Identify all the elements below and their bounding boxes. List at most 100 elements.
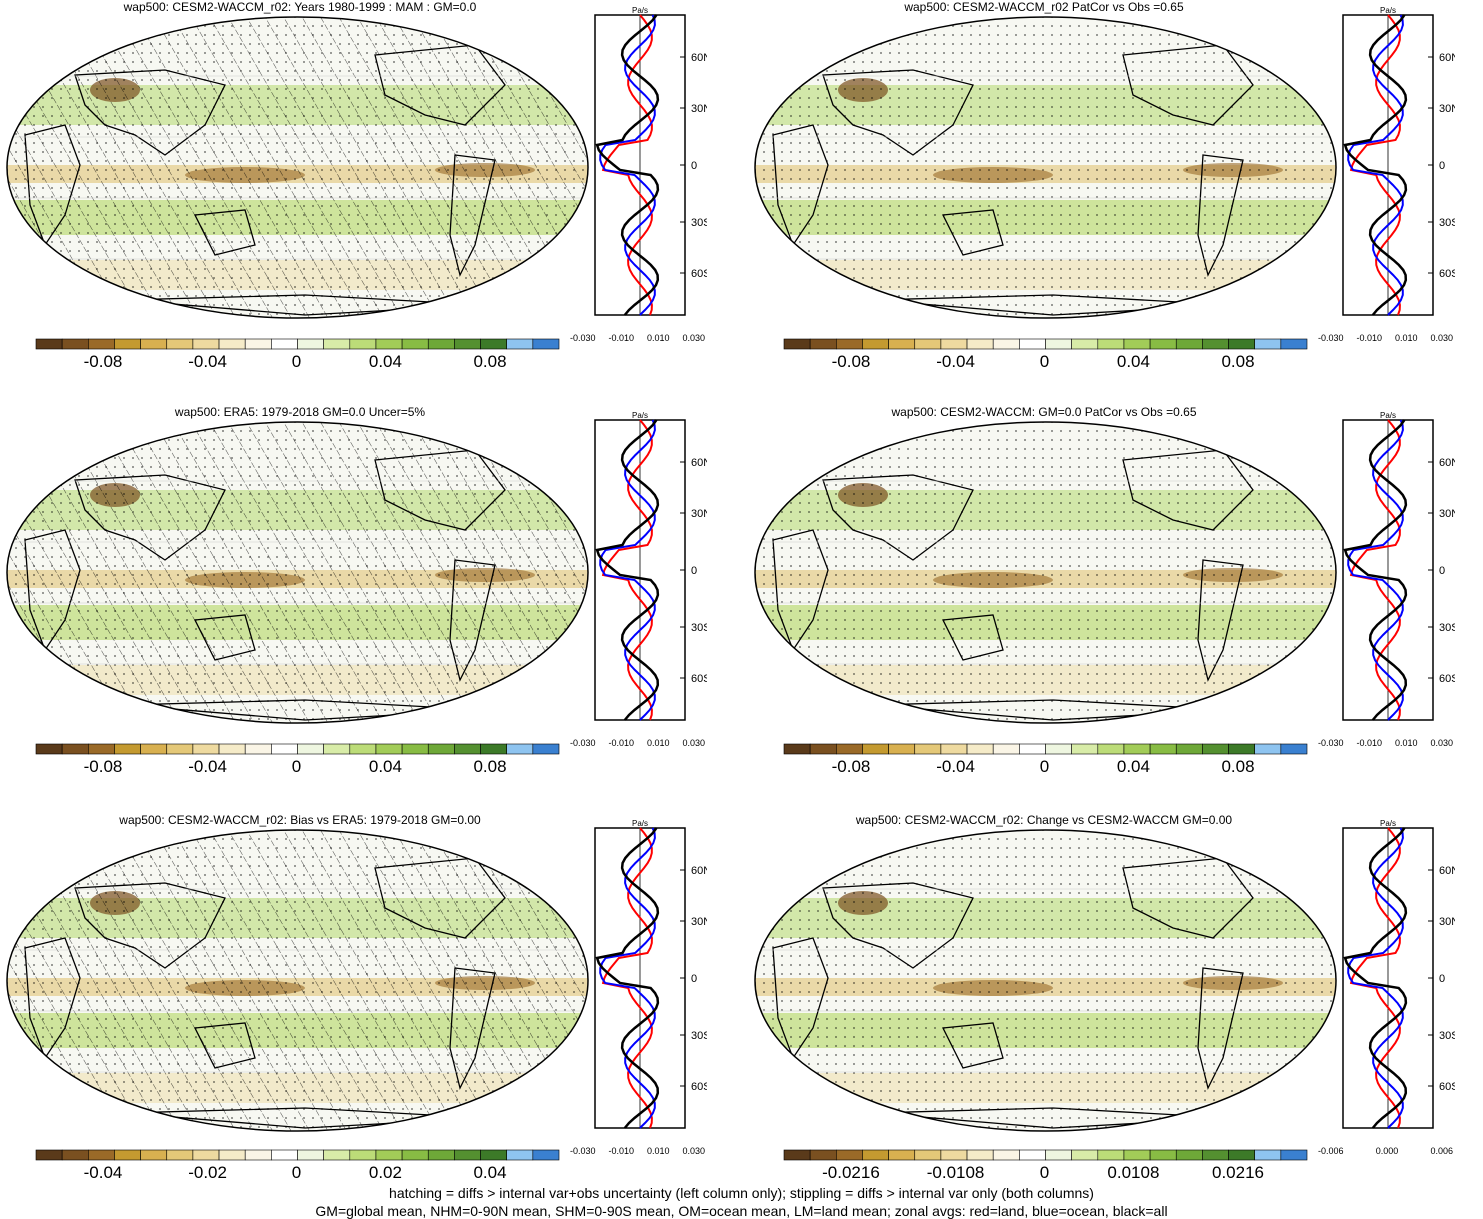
colorbar-swatch — [835, 1149, 863, 1161]
colorbar-swatch — [401, 1149, 429, 1161]
colorbar-swatch — [323, 338, 351, 350]
colorbar-swatch — [1280, 743, 1308, 755]
colorbar-tick-label: 0.04 — [368, 352, 402, 371]
colorbar-swatch — [244, 1149, 272, 1161]
colorbar-swatch — [35, 338, 63, 350]
zonal-lat-tick-label: 60S — [691, 268, 707, 280]
zonal-lat-tick-label: 30S — [1439, 1030, 1455, 1042]
zonal-x-labels: -0.030 -0.010 0.010 0.030 — [1318, 738, 1453, 748]
zonal-x-tick-label: -0.010 — [608, 333, 635, 343]
panel-title: wap500: CESM2-WACCM_r02: Years 1980-1999… — [123, 0, 477, 14]
zonal-x-labels: -0.030 -0.010 0.010 0.030 — [1318, 333, 1453, 343]
colorbar-swatch — [1045, 743, 1072, 755]
colorbar-swatch — [1097, 1149, 1125, 1161]
zonal-lat-tick-label: 0 — [1439, 565, 1445, 577]
colorbar-swatch — [1202, 743, 1229, 755]
zonal-mean-plot: Pa/s 60N 30N 0 30S 60S — [1342, 819, 1455, 1129]
zonal-lat-tick-label: 30N — [1439, 508, 1455, 520]
zonal-x-tick-label: -0.030 — [570, 1146, 596, 1156]
colorbar — [783, 1149, 1308, 1161]
zonal-x-tick-label: 0.010 — [646, 1146, 670, 1156]
zonal-mean-plot: Pa/s 60N 30N 0 30S 60S — [594, 411, 707, 721]
colorbar-swatch — [1254, 743, 1282, 755]
colorbar-tick-label: 0 — [1039, 1163, 1050, 1182]
colorbar-tick-label: -0.04 — [83, 1163, 123, 1182]
colorbar-tick-label: -0.08 — [83, 757, 123, 776]
zonal-lat-tick-label: 60S — [1439, 1081, 1455, 1093]
colorbar-swatch — [992, 743, 1020, 755]
zonal-x-tick-label: 0.006 — [1430, 1146, 1453, 1156]
colorbar-swatch — [1019, 1149, 1046, 1161]
zonal-lat-tick-label: 30N — [691, 508, 707, 520]
colorbar-tick-label: 0.08 — [473, 352, 507, 371]
zonal-unit-label: Pa/s — [632, 411, 648, 420]
zonal-x-tick-label: 0.010 — [646, 333, 670, 343]
colorbar-swatch — [809, 743, 837, 755]
colorbar-swatch — [323, 743, 351, 755]
colorbar — [783, 743, 1308, 755]
colorbar-swatch — [349, 1149, 377, 1161]
colorbar-swatch — [1019, 338, 1046, 350]
colorbar-swatch — [1071, 338, 1099, 350]
zonal-x-tick-label: 0.030 — [1430, 333, 1453, 343]
zonal-lat-tick-label: 60N — [691, 52, 707, 64]
zonal-lat-tick-label: 60S — [1439, 673, 1455, 685]
colorbar-tick-label: -0.0108 — [926, 1163, 985, 1182]
colorbar-swatch — [401, 338, 429, 350]
colorbar-swatch — [940, 743, 968, 755]
colorbar-swatch — [914, 338, 942, 350]
colorbar-swatch — [114, 338, 141, 350]
colorbar-swatch — [375, 1149, 403, 1161]
zonal-mean-plot: Pa/s 60N 30N 0 30S 60S — [594, 6, 707, 316]
zonal-lat-tick-label: 30S — [691, 1030, 707, 1042]
zonal-x-tick-label: 0.010 — [646, 738, 670, 748]
colorbar-swatch — [1071, 743, 1099, 755]
zonal-x-tick-label: -0.030 — [570, 738, 596, 748]
zonal-x-tick-label: 0.030 — [682, 738, 705, 748]
footer-line-2: GM=global mean, NHM=0-90N mean, SHM=0-90… — [315, 1203, 1168, 1219]
colorbar-swatch — [862, 338, 889, 350]
zonal-x-tick-label: -0.010 — [608, 738, 635, 748]
colorbar-swatch — [271, 1149, 298, 1161]
zonal-lat-tick-label: 60N — [1439, 865, 1455, 877]
colorbar-swatch — [1149, 743, 1177, 755]
colorbar-swatch — [914, 743, 942, 755]
robinson-map — [754, 421, 1337, 724]
colorbar-swatch — [271, 338, 298, 350]
colorbar-swatch — [61, 1149, 89, 1161]
zonal-unit-label: Pa/s — [1380, 411, 1396, 420]
zonal-lat-tick-label: 60N — [691, 865, 707, 877]
zonal-x-tick-label: -0.010 — [608, 1146, 635, 1156]
colorbar-swatch — [1019, 743, 1046, 755]
colorbar-swatch — [1123, 338, 1151, 350]
zonal-lat-tick-label: 60S — [691, 1081, 707, 1093]
zonal-x-tick-label: 0.030 — [682, 1146, 705, 1156]
colorbar-swatch — [532, 338, 560, 350]
panel-title: wap500: ERA5: 1979-2018 GM=0.0 Uncer=5% — [174, 405, 426, 419]
colorbar-swatch — [506, 1149, 534, 1161]
colorbar-tick-label: 0 — [1039, 352, 1050, 371]
robinson-map — [6, 829, 589, 1132]
colorbar-swatch — [87, 1149, 115, 1161]
colorbar-swatch — [783, 743, 811, 755]
colorbar-swatch — [166, 743, 194, 755]
zonal-lat-tick-label: 30N — [691, 103, 707, 115]
zonal-lat-tick-label: 30S — [1439, 217, 1455, 229]
colorbar-swatch — [1097, 743, 1125, 755]
colorbar-swatch — [454, 743, 481, 755]
colorbar-swatch — [297, 743, 324, 755]
colorbar-tick-label: -0.04 — [188, 352, 227, 371]
colorbar-tick-label: 0.04 — [1116, 352, 1150, 371]
zonal-x-tick-label: -0.006 — [1318, 1146, 1344, 1156]
colorbar-swatch — [506, 743, 534, 755]
colorbar-swatch — [1228, 338, 1255, 350]
colorbar-swatch — [966, 743, 994, 755]
colorbar-swatch — [888, 1149, 916, 1161]
colorbar-swatch — [783, 1149, 811, 1161]
zonal-x-labels: -0.030 -0.010 0.010 0.030 — [570, 1146, 705, 1156]
colorbar-swatch — [218, 338, 246, 350]
zonal-lat-tick-label: 60N — [1439, 457, 1455, 469]
panel-title: wap500: CESM2-WACCM: GM=0.0 PatCor vs Ob… — [891, 405, 1197, 419]
colorbar-swatch — [940, 1149, 968, 1161]
zonal-mean-plot: Pa/s 60N 30N 0 30S 60S — [594, 819, 707, 1129]
